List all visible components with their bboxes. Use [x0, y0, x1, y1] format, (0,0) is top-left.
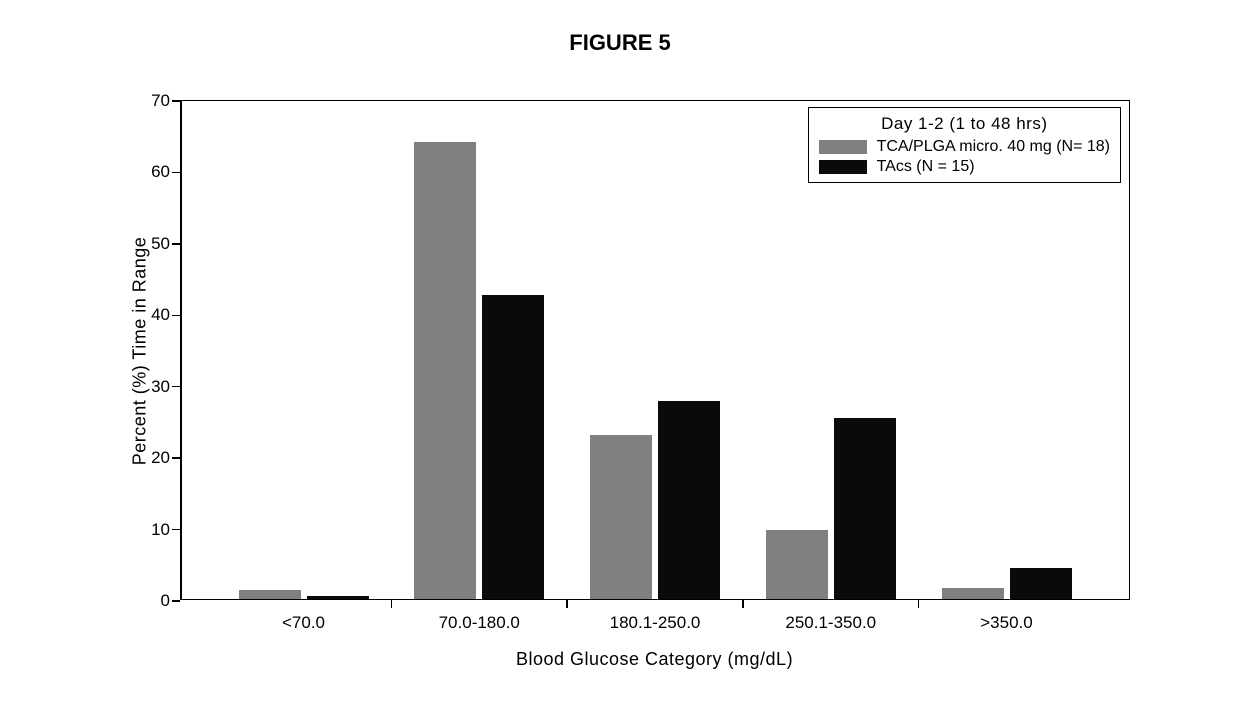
x-tick-label: 250.1-350.0 [785, 613, 876, 633]
x-tick [566, 600, 568, 608]
y-tick [172, 172, 180, 174]
bar [414, 142, 476, 599]
legend-swatch [819, 140, 867, 154]
bar [1010, 568, 1072, 599]
legend-label: TCA/PLGA micro. 40 mg (N= 18) [877, 138, 1110, 156]
y-tick-label: 10 [130, 520, 170, 540]
y-tick [172, 100, 180, 102]
legend-title: Day 1-2 (1 to 48 hrs) [819, 114, 1110, 134]
y-tick [172, 315, 180, 317]
y-tick [172, 457, 180, 459]
bar [766, 530, 828, 599]
legend-item: TCA/PLGA micro. 40 mg (N= 18) [819, 138, 1110, 156]
y-tick-label: 60 [130, 162, 170, 182]
legend-item: TAcs (N = 15) [819, 158, 1110, 176]
legend-label: TAcs (N = 15) [877, 158, 975, 176]
x-tick-label: 180.1-250.0 [610, 613, 701, 633]
y-tick [172, 386, 180, 388]
figure-title: FIGURE 5 [0, 30, 1240, 56]
x-axis-title: Blood Glucose Category (mg/dL) [516, 649, 793, 670]
plot-area: Percent (%) Time in Range Blood Glucose … [180, 100, 1130, 600]
y-tick-label: 70 [130, 91, 170, 111]
y-axis-title: Percent (%) Time in Range [130, 236, 151, 465]
x-tick-label: <70.0 [282, 613, 325, 633]
x-tick [918, 600, 920, 608]
x-tick-label: >350.0 [980, 613, 1032, 633]
y-tick [172, 243, 180, 245]
chart-container: Percent (%) Time in Range Blood Glucose … [120, 90, 1180, 690]
y-tick-label: 50 [130, 234, 170, 254]
y-tick [172, 600, 180, 602]
bar [942, 588, 1004, 599]
y-tick [172, 529, 180, 531]
x-tick [391, 600, 393, 608]
x-tick [742, 600, 744, 608]
legend-swatch [819, 160, 867, 174]
bar [239, 590, 301, 599]
bar [658, 401, 720, 599]
bar [590, 435, 652, 599]
y-tick-label: 30 [130, 377, 170, 397]
bar [307, 596, 369, 599]
y-tick-label: 20 [130, 448, 170, 468]
bar [482, 295, 544, 599]
x-tick-label: 70.0-180.0 [439, 613, 520, 633]
legend: Day 1-2 (1 to 48 hrs) TCA/PLGA micro. 40 … [808, 107, 1121, 183]
y-tick-label: 0 [130, 591, 170, 611]
y-tick-label: 40 [130, 305, 170, 325]
bar [834, 418, 896, 599]
